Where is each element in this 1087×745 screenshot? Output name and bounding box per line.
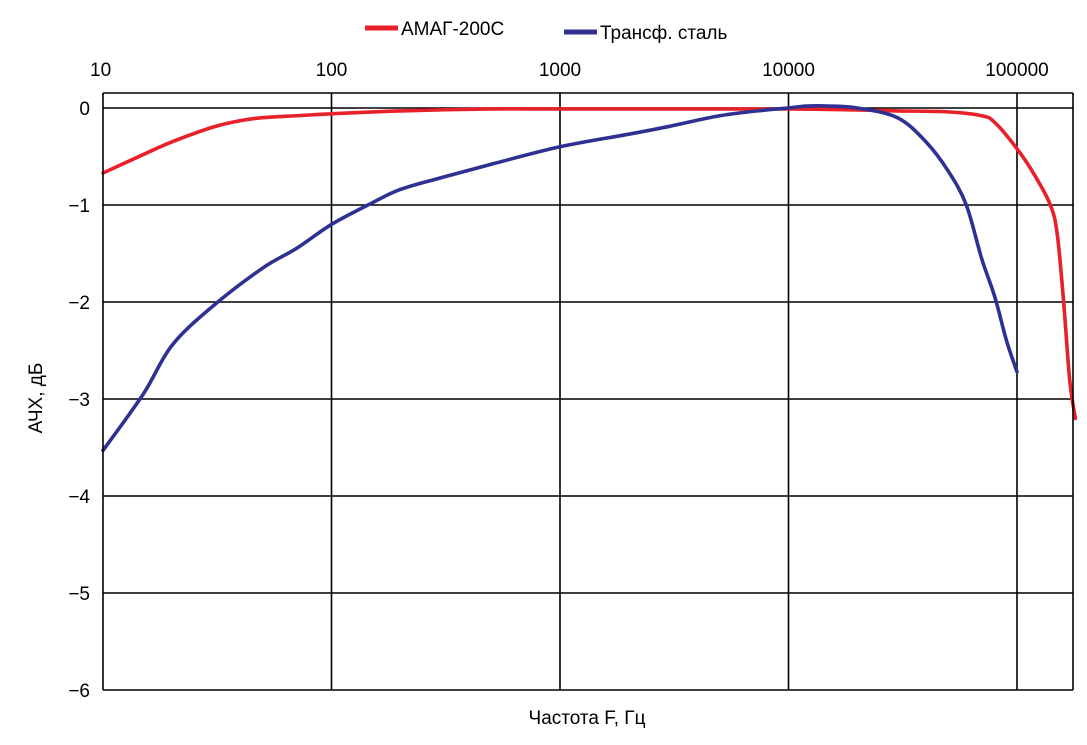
- x-tick-label: 100: [316, 60, 348, 81]
- legend: АМАГ-200С Трансф. сталь: [365, 19, 727, 44]
- x-tick-label: 10000: [762, 60, 815, 81]
- x-axis-title: Частота F, Гц: [529, 708, 646, 729]
- x-tick-label: 100000: [985, 60, 1048, 81]
- y-tick-label: −6: [68, 681, 90, 702]
- series-line-amag: [101, 107, 1078, 421]
- y-tick-label: −3: [68, 390, 90, 411]
- x-tick-label: 1000: [539, 60, 581, 81]
- y-tick-label: −2: [68, 293, 90, 314]
- series-line-steel: [101, 104, 1019, 453]
- y-tick-label: −5: [68, 584, 90, 605]
- y-axis-title: АЧХ, дБ: [26, 363, 47, 434]
- y-tick-label: 0: [79, 99, 90, 120]
- y-tick-label: −4: [68, 487, 90, 508]
- grid: [103, 93, 1073, 691]
- series-layer: [101, 104, 1078, 453]
- x-tick-labels: 10 100 1000 10000 100000: [90, 60, 1049, 81]
- legend-label-steel: Трансф. сталь: [600, 23, 727, 44]
- y-tick-label: −1: [68, 196, 90, 217]
- y-tick-labels: 0 −1 −2 −3 −4 −5 −6: [68, 99, 90, 702]
- x-tick-label: 10: [90, 60, 111, 81]
- legend-label-amag: АМАГ-200С: [401, 19, 504, 40]
- plot-frame: [102, 92, 1074, 690]
